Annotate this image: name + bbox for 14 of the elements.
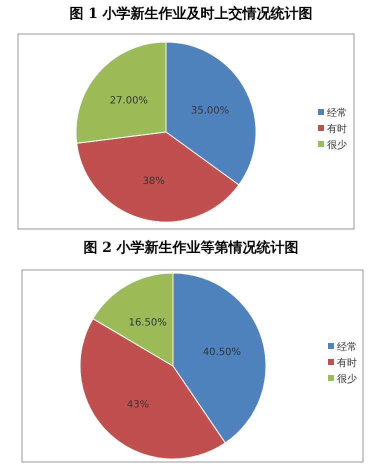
legend-label: 经常 xyxy=(337,341,357,353)
data-label: 43% xyxy=(126,399,150,410)
legend-label: 经常 xyxy=(327,107,347,119)
data-label: 16.50% xyxy=(128,318,167,329)
data-label: 40.50% xyxy=(202,346,241,358)
data-label: 27.00% xyxy=(110,95,148,106)
legend-label: 很少 xyxy=(337,373,357,385)
data-label: 35.00% xyxy=(191,106,230,117)
chart-title: 图 1 小学新生作业及时上交情况统计图 xyxy=(69,5,313,22)
legend-label: 很少 xyxy=(327,139,347,151)
legend-label: 有时 xyxy=(337,357,357,369)
chart-title: 图 2 小学新生作业等第情况统计图 xyxy=(83,239,299,256)
legend-label: 有时 xyxy=(327,123,347,135)
data-label: 38% xyxy=(142,176,165,187)
